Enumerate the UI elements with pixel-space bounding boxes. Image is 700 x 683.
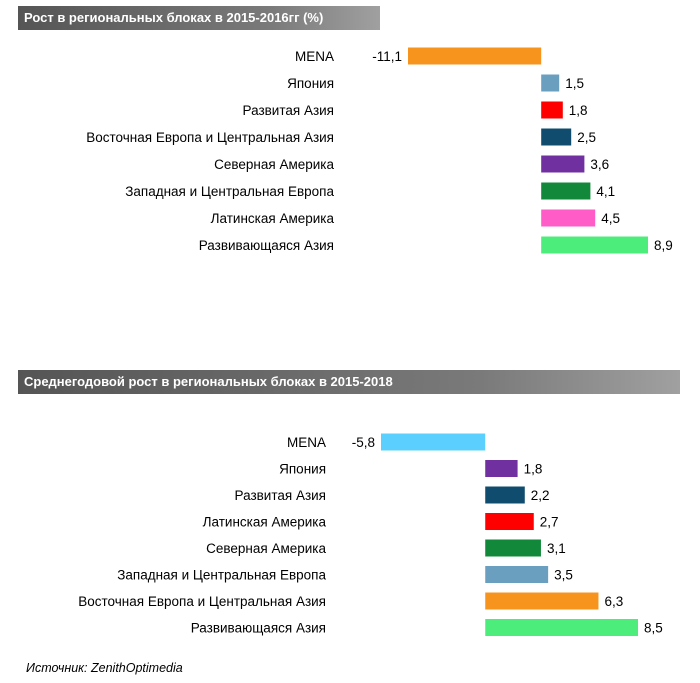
chart1-value-label-4: 3,6 — [590, 157, 609, 172]
chart2-avg-growth-2015-2018: MENA -5,8 Япония 1,8 Развитая Азия 2,2 Латинск… — [78, 433, 663, 636]
chart2-bar-3 — [485, 513, 534, 530]
chart1-value-label-3: 2,5 — [577, 130, 596, 145]
chart2-category-label-5: Западная и Центральная Европа — [117, 568, 326, 583]
chart1-title: Рост в региональных блоках в 2015-2016гг… — [18, 6, 380, 30]
chart1-growth-2015-2016: MENA -11,1 Япония 1,5 Развитая Азия 1,8 Восточ… — [86, 47, 673, 254]
chart1-value-label-7: 8,9 — [654, 238, 673, 253]
chart2-bar-2 — [485, 486, 525, 504]
chart1-value-label-0: -11,1 — [372, 49, 402, 64]
chart2-category-label-1: Япония — [279, 462, 326, 477]
chart2-value-label-1: 1,8 — [524, 462, 543, 477]
chart2-bar-1 — [485, 460, 518, 477]
chart2-category-label-2: Развитая Азия — [235, 488, 326, 503]
chart1-bar-5 — [541, 182, 591, 200]
chart1-category-label-2: Развитая Азия — [243, 103, 334, 118]
chart1-category-label-7: Развивающаяся Азия — [199, 238, 334, 253]
chart2-bar-5 — [485, 566, 549, 583]
chart1-category-label-6: Латинская Америка — [211, 211, 335, 226]
source-note: Источник: ZenithOptimedia — [26, 661, 183, 675]
chart2-bar-0 — [381, 433, 486, 451]
chart2-value-label-5: 3,5 — [554, 568, 573, 583]
chart1-bar-1 — [541, 74, 560, 92]
chart2-category-label-0: MENA — [287, 435, 326, 450]
chart1-category-label-0: MENA — [295, 49, 334, 64]
chart1-value-label-2: 1,8 — [569, 103, 588, 118]
chart1-category-label-4: Северная Америка — [214, 157, 334, 172]
chart1-value-label-5: 4,1 — [596, 184, 615, 199]
chart2-category-label-3: Латинская Америка — [203, 515, 327, 530]
chart2-bar-4 — [485, 539, 541, 557]
chart1-value-label-1: 1,5 — [565, 76, 584, 91]
chart2-value-label-0: -5,8 — [352, 435, 375, 450]
chart2-value-label-4: 3,1 — [547, 541, 566, 556]
chart2-value-label-3: 2,7 — [540, 515, 559, 530]
chart1-bar-3 — [541, 128, 572, 146]
chart1-category-label-1: Япония — [287, 76, 334, 91]
chart2-bar-7 — [485, 619, 638, 636]
chart2-value-label-6: 6,3 — [604, 594, 623, 609]
chart2-title: Среднегодовой рост в региональных блоках… — [18, 370, 680, 394]
chart1-bar-6 — [541, 209, 596, 227]
chart2-bar-6 — [485, 592, 599, 610]
chart2-value-label-7: 8,5 — [644, 621, 663, 636]
chart2-value-label-2: 2,2 — [531, 488, 550, 503]
chart1-category-label-3: Восточная Европа и Центральная Азия — [86, 130, 334, 145]
chart1-bar-0 — [408, 47, 542, 65]
chart2-category-label-6: Восточная Европа и Центральная Азия — [78, 594, 326, 609]
chart1-bar-4 — [541, 155, 585, 173]
chart2-category-label-4: Северная Америка — [206, 541, 326, 556]
chart2-category-label-7: Развивающаяся Азия — [191, 621, 326, 636]
chart1-bar-7 — [541, 236, 648, 254]
chart1-category-label-5: Западная и Центральная Европа — [125, 184, 334, 199]
chart1-bar-2 — [541, 101, 563, 119]
chart1-value-label-6: 4,5 — [601, 211, 620, 226]
